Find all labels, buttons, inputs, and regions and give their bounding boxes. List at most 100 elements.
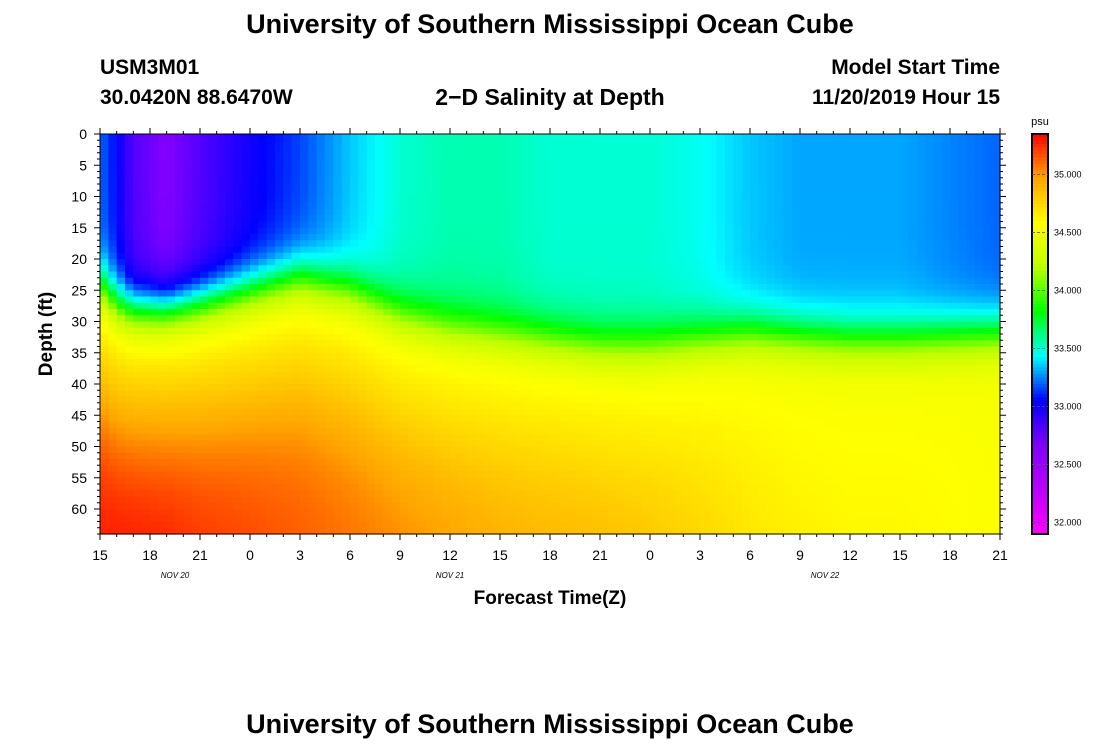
heatmap-cell: [391, 509, 401, 516]
heatmap-cell: [308, 434, 318, 441]
heatmap-cell: [500, 427, 509, 435]
heatmap-cell: [375, 502, 384, 510]
heatmap-cell: [733, 346, 743, 354]
heatmap-cell: [425, 415, 434, 423]
heatmap-cell: [633, 384, 643, 391]
heatmap-cell: [141, 490, 151, 498]
heatmap-cell: [383, 227, 393, 235]
heatmap-cell: [383, 152, 393, 160]
heatmap-cell: [691, 421, 701, 429]
heatmap-cell: [508, 384, 518, 391]
heatmap-cell: [491, 290, 501, 298]
heatmap-cell: [250, 515, 259, 523]
heatmap-cell: [425, 396, 434, 404]
heatmap-cell: [491, 215, 501, 223]
heatmap-cell: [175, 421, 184, 429]
heatmap-cell: [675, 284, 684, 291]
heatmap-cell: [575, 196, 584, 204]
heatmap-cell: [341, 271, 351, 279]
heatmap-cell: [133, 265, 143, 273]
heatmap-cell: [183, 384, 193, 391]
heatmap-cell: [316, 321, 326, 329]
heatmap-cell: [183, 321, 193, 329]
heatmap-cell: [500, 384, 509, 391]
heatmap-cell: [116, 202, 126, 210]
heatmap-cell: [258, 440, 268, 448]
heatmap-cell: [325, 290, 334, 298]
heatmap-cell: [216, 140, 226, 148]
heatmap-cell: [675, 440, 684, 448]
heatmap-cell: [550, 215, 559, 223]
heatmap-cell: [675, 390, 684, 398]
heatmap-cell: [116, 446, 126, 454]
heatmap-cell: [116, 509, 126, 516]
heatmap-cell: [208, 246, 218, 254]
heatmap-cell: [608, 402, 618, 410]
heatmap-cell: [575, 527, 584, 535]
heatmap-cell: [525, 390, 534, 398]
heatmap-cell: [625, 509, 634, 516]
heatmap-cell: [558, 321, 568, 329]
heatmap-cell: [600, 140, 609, 148]
heatmap-cell: [691, 265, 701, 273]
heatmap-cell: [691, 440, 701, 448]
heatmap-cell: [566, 152, 576, 160]
heatmap-cell: [350, 190, 359, 198]
heatmap-cell: [125, 152, 134, 160]
heatmap-cell: [700, 490, 709, 498]
heatmap-cell: [283, 465, 293, 473]
heatmap-cell: [725, 334, 734, 341]
heatmap-cell: [516, 421, 526, 429]
heatmap-cell: [466, 146, 476, 154]
heatmap-cell: [108, 265, 118, 273]
heatmap-cell: [183, 215, 193, 223]
heatmap-cell: [275, 246, 284, 254]
heatmap-cell: [325, 134, 334, 141]
heatmap-cell: [616, 415, 626, 423]
heatmap-cell: [250, 177, 259, 185]
heatmap-cell: [733, 221, 743, 229]
heatmap-cell: [691, 459, 701, 466]
heatmap-cell: [600, 196, 609, 204]
heatmap-cell: [408, 146, 418, 154]
heatmap-cell: [133, 184, 143, 191]
heatmap-cell: [733, 159, 743, 166]
heatmap-cell: [383, 359, 393, 366]
heatmap-cell: [633, 284, 643, 291]
heatmap-cell: [733, 165, 743, 173]
heatmap-cell: [166, 440, 176, 448]
heatmap-cell: [708, 377, 718, 385]
heatmap-cell: [600, 240, 609, 248]
heatmap-cell: [283, 196, 293, 204]
heatmap-cell: [133, 365, 143, 373]
heatmap-cell: [533, 284, 543, 291]
heatmap-cell: [233, 371, 243, 379]
heatmap-cell: [300, 377, 309, 385]
heatmap-cell: [175, 277, 184, 285]
heatmap-cell: [358, 427, 368, 435]
heatmap-cell: [133, 434, 143, 441]
heatmap-cell: [400, 446, 409, 454]
heatmap-cell: [550, 309, 559, 316]
heatmap-cell: [416, 146, 426, 154]
heatmap-cell: [250, 277, 259, 285]
heatmap-cell: [108, 402, 118, 410]
heatmap-cell: [100, 302, 109, 310]
heatmap-cell: [541, 234, 551, 241]
heatmap-cell: [658, 165, 668, 173]
heatmap-cell: [700, 146, 709, 154]
heatmap-cell: [341, 446, 351, 454]
heatmap-cell: [383, 309, 393, 316]
heatmap-cell: [700, 265, 709, 273]
heatmap-cell: [358, 284, 368, 291]
heatmap-cell: [608, 196, 618, 204]
heatmap-cell: [691, 446, 701, 454]
heatmap-cell: [450, 146, 459, 154]
heatmap-cell: [491, 484, 501, 491]
heatmap-cell: [433, 296, 443, 304]
heatmap-cell: [483, 327, 493, 335]
heatmap-cell: [741, 471, 751, 479]
heatmap-cell: [141, 309, 151, 316]
heatmap-cell: [616, 171, 626, 179]
heatmap-cell: [408, 465, 418, 473]
